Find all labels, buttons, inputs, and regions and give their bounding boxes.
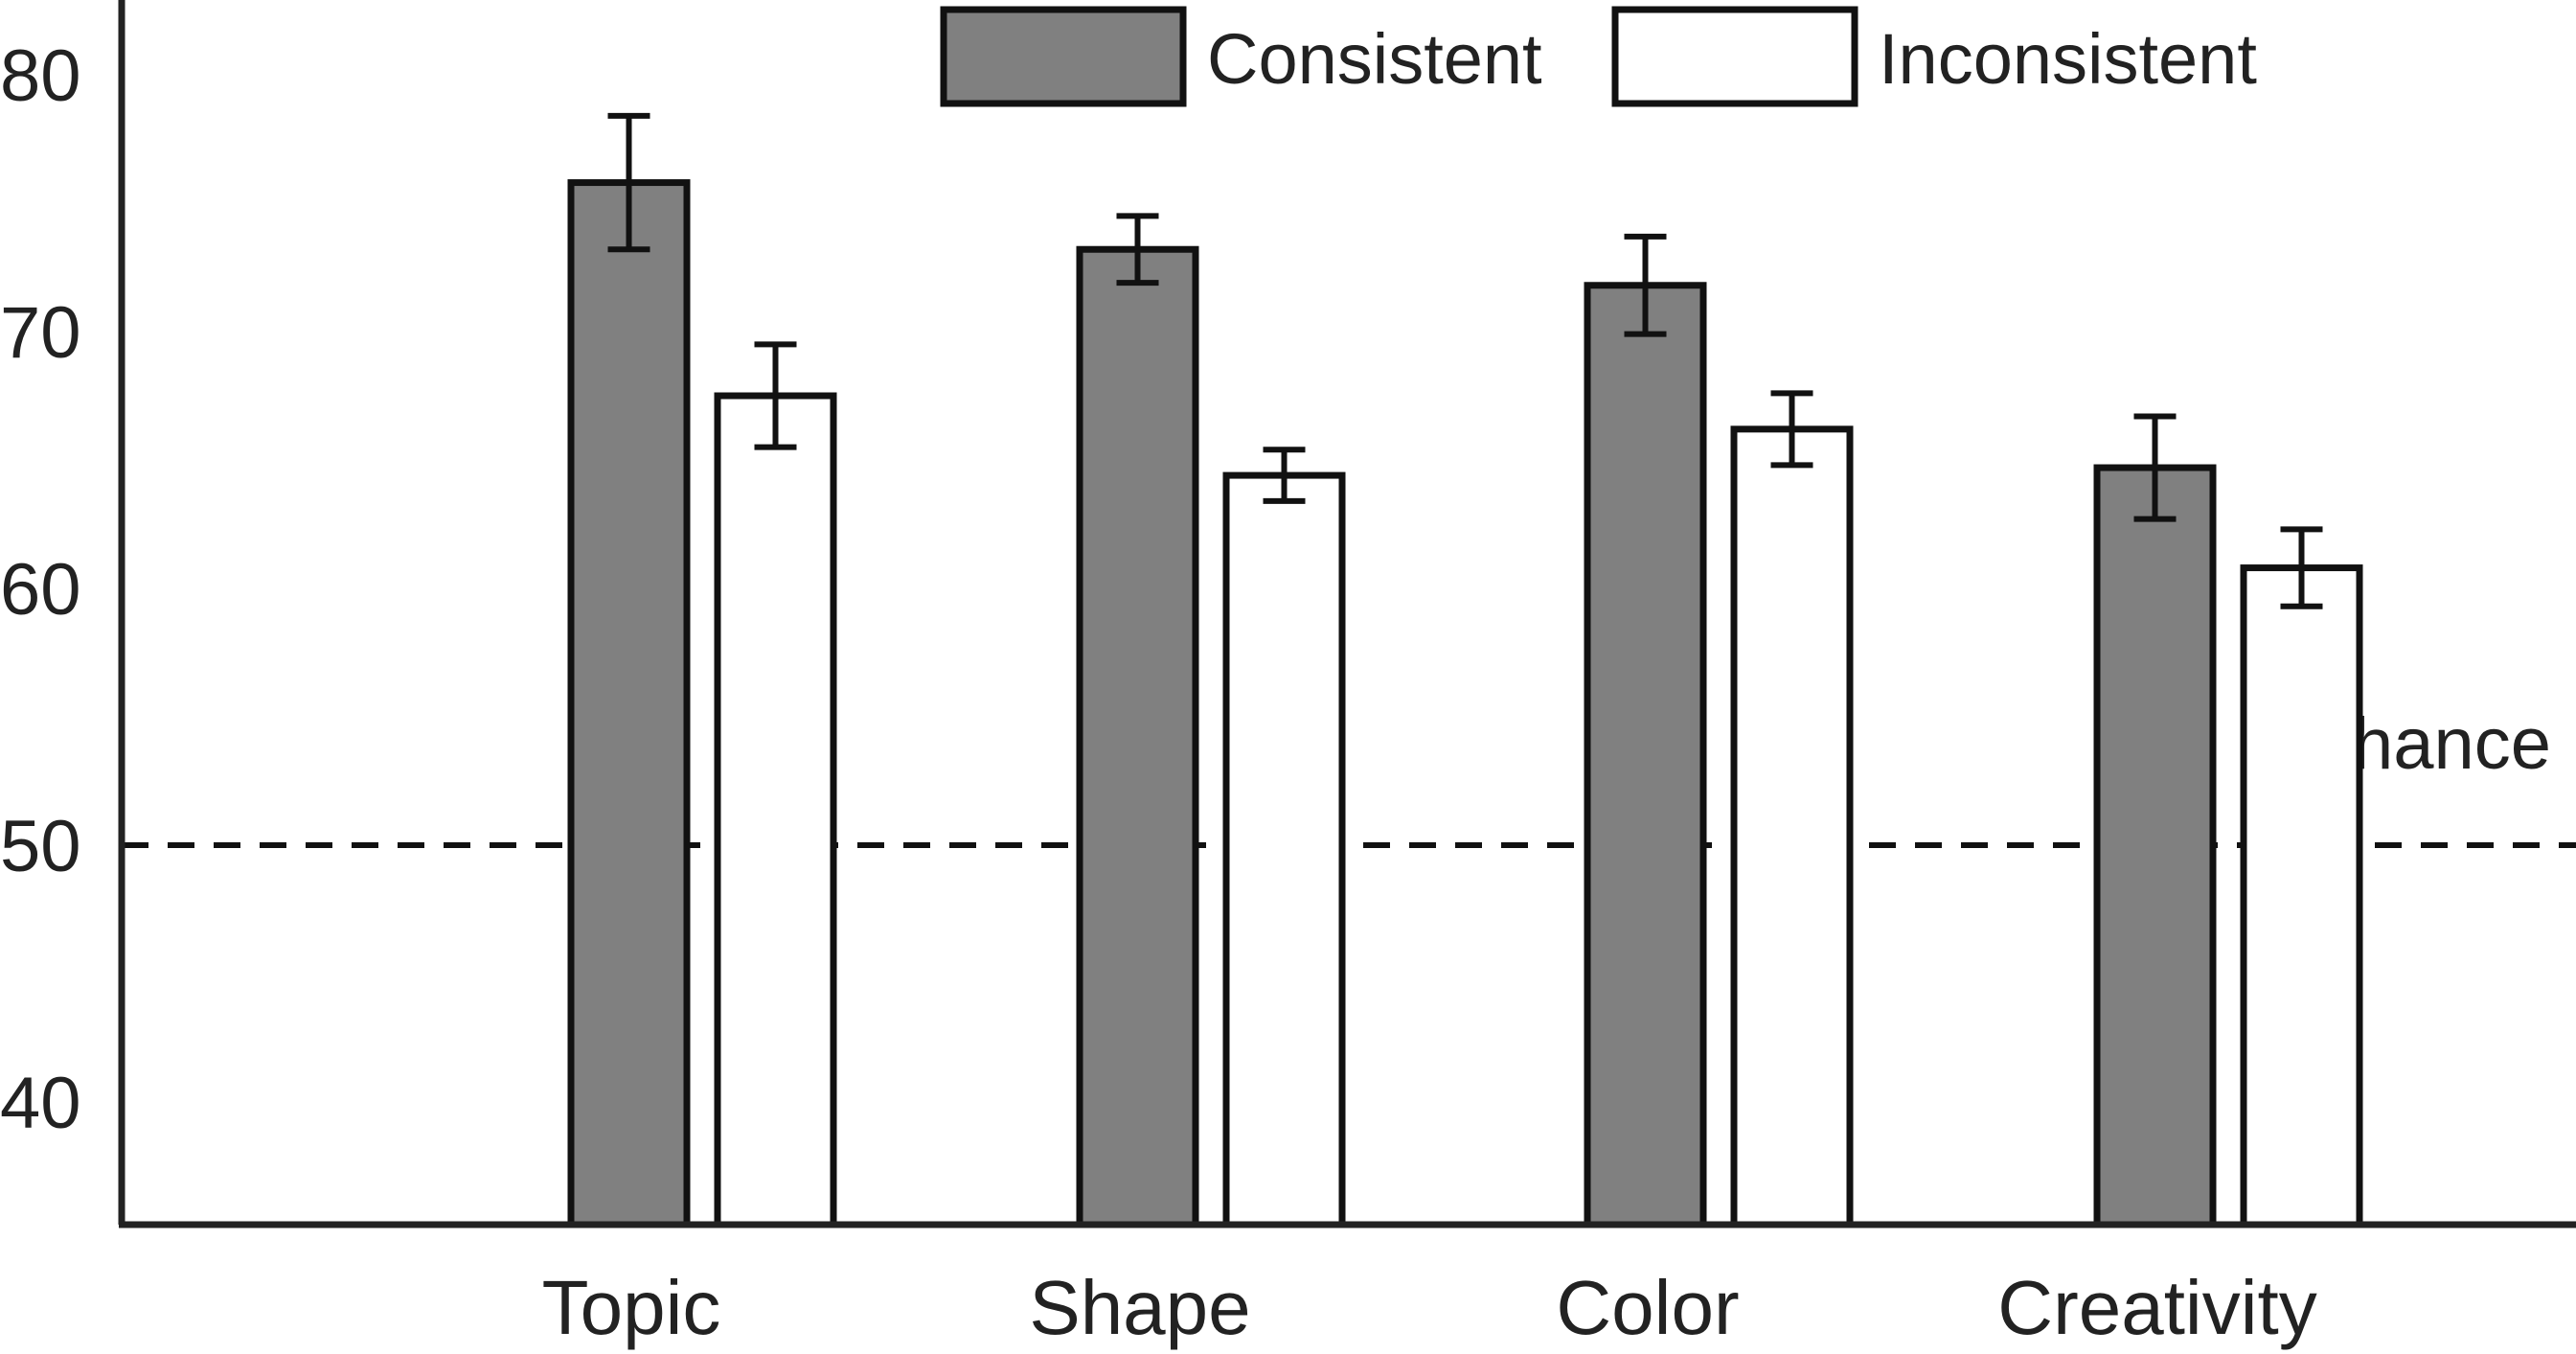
bar-inconsistent-shape [1222, 471, 1346, 1228]
y-axis-ticks: 40 50 60 70 80 [0, 35, 81, 1144]
legend: Consistent Inconsistent [940, 6, 2257, 107]
legend-item-inconsistent: Inconsistent [1611, 6, 2257, 107]
axes [118, 0, 2576, 1228]
y-tick-label: 60 [0, 549, 81, 631]
bars-group [567, 179, 2363, 1228]
y-tick-label: 50 [0, 806, 81, 887]
error-bar-consistent-shape [1116, 213, 1159, 287]
x-tick-label: Creativity [1997, 1265, 2316, 1350]
bar-consistent-creativity [2093, 464, 2217, 1228]
x-tick-label: Shape [1029, 1265, 1250, 1350]
error-bar-inconsistent-shape [1263, 447, 1306, 504]
bar-inconsistent-creativity [2240, 564, 2363, 1228]
error-bar-consistent-topic [607, 112, 650, 253]
bar-inconsistent-color [1730, 425, 1854, 1228]
legend-label-consistent: Consistent [1207, 19, 1542, 99]
legend-label-inconsistent: Inconsistent [1879, 19, 2257, 99]
x-tick-label: Topic [542, 1265, 721, 1350]
y-tick-label: 80 [0, 35, 81, 117]
x-tick-label: Color [1556, 1265, 1739, 1350]
y-tick-label: 70 [0, 292, 81, 374]
error-bars-group [607, 112, 2323, 609]
error-bar-consistent-color [1624, 233, 1667, 337]
error-bar-inconsistent-creativity [2280, 526, 2323, 609]
y-tick-label: 40 [0, 1063, 81, 1144]
legend-swatch-inconsistent [1611, 6, 1858, 107]
bar-consistent-color [1584, 282, 1707, 1228]
error-bar-inconsistent-topic [754, 341, 797, 450]
error-bar-consistent-creativity [2133, 413, 2177, 522]
legend-swatch-consistent [940, 6, 1187, 107]
x-axis-labels: Topic Shape Color Creativity [542, 1265, 2317, 1350]
legend-item-consistent: Consistent [940, 6, 1542, 107]
bar-consistent-shape [1076, 245, 1199, 1228]
error-bar-inconsistent-color [1770, 390, 1813, 469]
bar-inconsistent-topic [714, 392, 837, 1228]
bar-consistent-topic [567, 179, 691, 1228]
